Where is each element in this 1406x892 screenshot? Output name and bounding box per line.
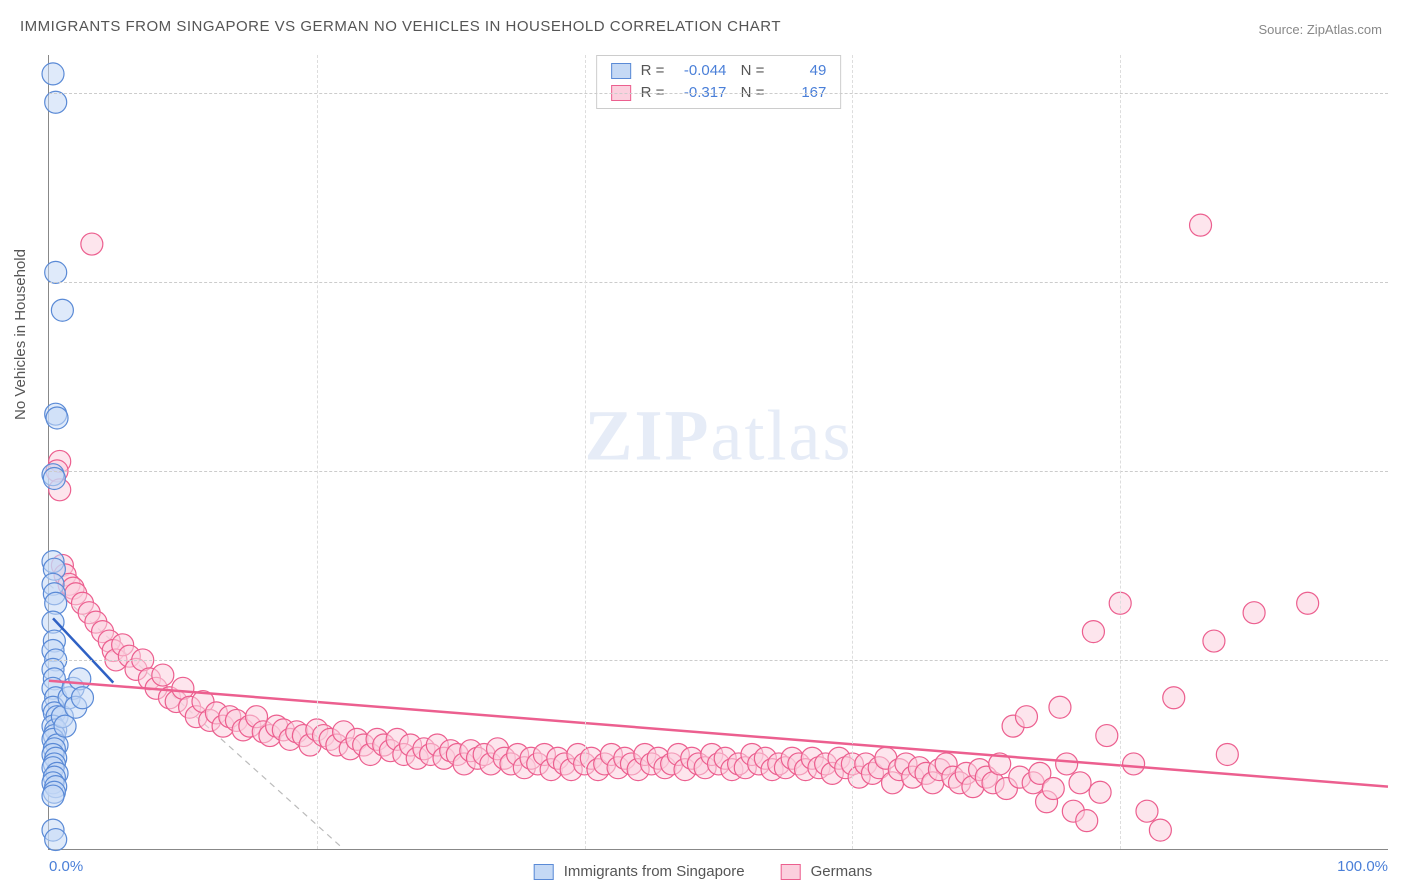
source-link[interactable]: ZipAtlas.com [1307,22,1382,37]
legend-label: Immigrants from Singapore [564,863,745,880]
y-tick-label: 30.0% [1398,273,1406,290]
chart-plot-area: ZIPatlas R = -0.044 N = 49 R = -0.317 N … [48,55,1388,850]
chart-title: IMMIGRANTS FROM SINGAPORE VS GERMAN NO V… [20,18,781,35]
legend-swatch [781,864,801,880]
legend-item: Immigrants from Singapore [534,863,745,880]
scatter-svg [49,55,1388,849]
x-tick-label: 0.0% [49,858,83,875]
y-axis-label: No Vehicles in Household [12,249,29,420]
y-tick-label: 20.0% [1398,462,1406,479]
y-tick-label: 40.0% [1398,84,1406,101]
series-legend: Immigrants from Singapore Germans [534,863,873,880]
legend-item: Germans [781,863,873,880]
source-attribution: Source: ZipAtlas.com [1258,22,1382,37]
legend-swatch [534,864,554,880]
x-tick-label: 100.0% [1337,858,1388,875]
y-tick-label: 10.0% [1398,651,1406,668]
source-label: Source: [1258,22,1306,37]
legend-label: Germans [811,863,873,880]
